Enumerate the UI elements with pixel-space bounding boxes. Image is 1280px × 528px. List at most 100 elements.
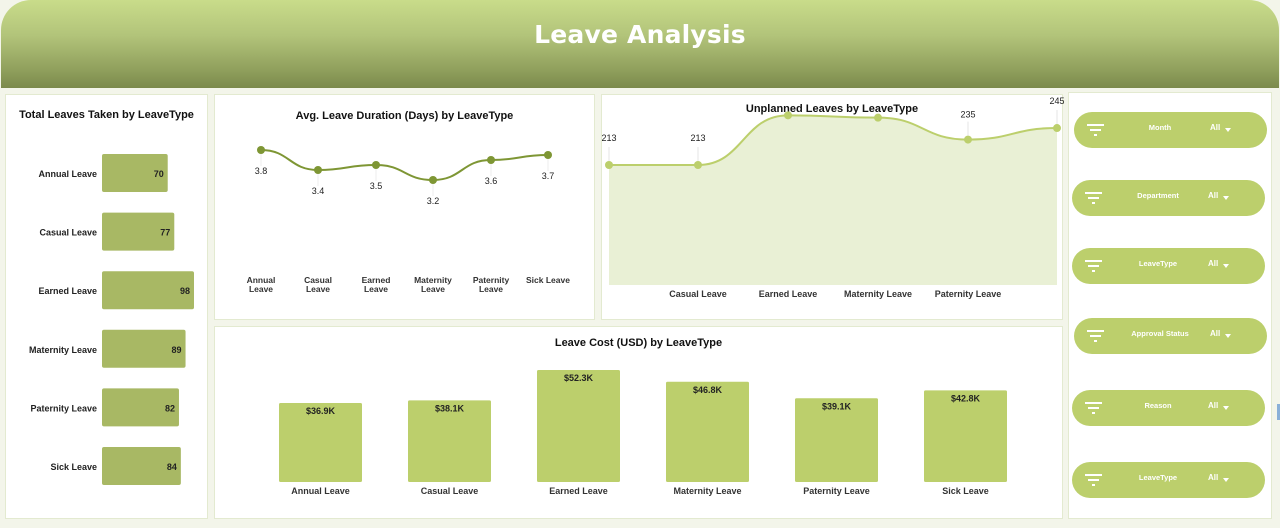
bar[interactable]	[408, 400, 491, 482]
value-label: 89	[172, 345, 182, 355]
category-label: Casual Leave	[39, 228, 97, 238]
filter-icon	[1085, 402, 1102, 414]
bar[interactable]	[102, 329, 186, 368]
panel-title: Leave Cost (USD) by LeaveType	[554, 337, 723, 349]
data-point[interactable]	[314, 166, 322, 174]
data-point[interactable]	[874, 113, 882, 122]
slicer-value[interactable]: All	[1208, 191, 1219, 200]
value-label: 3.7	[542, 171, 555, 181]
value-label: 213	[602, 133, 617, 143]
chevron-down-icon[interactable]	[1223, 196, 1229, 200]
slicer-value[interactable]: All	[1208, 473, 1219, 482]
filter-panel: Month All Department All LeaveType All Approva…	[1068, 92, 1272, 519]
slicer-value[interactable]: All	[1210, 329, 1221, 338]
value-label: $52.3K	[564, 373, 594, 383]
chevron-down-icon[interactable]	[1223, 406, 1229, 410]
x-tick-label: Sick Leave	[526, 275, 570, 285]
data-point[interactable]	[372, 161, 380, 169]
value-label: 213	[690, 133, 705, 143]
x-tick-label: Paternity Leave	[803, 486, 870, 496]
x-tick-label: Earned Leave	[549, 486, 608, 496]
value-label: $39.1K	[822, 401, 852, 411]
avg-duration-chart: 3.8AnnualLeave3.4CasualLeave3.5EarnedLea…	[247, 146, 570, 294]
value-label: 98	[180, 286, 190, 296]
value-label: 3.6	[485, 176, 498, 186]
x-tick-label: Paternity Leave	[935, 289, 1002, 299]
bar[interactable]	[102, 212, 175, 251]
slicer-label: Approval Status	[1131, 329, 1189, 338]
slicer-label: Reason	[1144, 401, 1172, 410]
value-label: 3.2	[427, 196, 440, 206]
slicer-month[interactable]: Month All	[1074, 112, 1267, 148]
category-label: Annual Leave	[38, 169, 97, 179]
bar[interactable]	[102, 447, 181, 485]
x-tick-label: Casual	[304, 275, 332, 285]
data-point[interactable]	[694, 161, 702, 169]
dashboard-header: Leave Analysis	[1, 0, 1279, 88]
value-label: 70	[154, 169, 164, 179]
slicer-value[interactable]: All	[1208, 401, 1219, 410]
bar[interactable]	[924, 390, 1007, 482]
data-point[interactable]	[429, 176, 437, 184]
bar[interactable]	[666, 381, 749, 482]
bar[interactable]	[537, 370, 620, 482]
x-tick-label: Earned Leave	[759, 289, 818, 299]
bar[interactable]	[102, 388, 179, 427]
data-point[interactable]	[544, 151, 552, 159]
slicer-leavetype[interactable]: LeaveType All	[1072, 248, 1265, 284]
chevron-down-icon[interactable]	[1223, 264, 1229, 268]
chevron-down-icon[interactable]	[1225, 334, 1231, 338]
x-tick-label: Casual Leave	[669, 289, 727, 299]
slicer-label: LeaveType	[1138, 259, 1178, 268]
slicer-department[interactable]: Department All	[1072, 180, 1265, 216]
value-label: $46.8K	[693, 385, 723, 395]
value-label: $42.8K	[951, 393, 981, 403]
slicer-value[interactable]: All	[1210, 123, 1221, 132]
bar[interactable]	[795, 398, 878, 482]
total-leaves-chart: Annual Leave 70 Casual Leave 77 Earned Leave…	[29, 154, 194, 485]
panel-title: Avg. Leave Duration (Days) by LeaveType	[295, 110, 514, 122]
x-tick-label: Maternity Leave	[844, 289, 912, 299]
x-tick-label: Paternity	[473, 275, 510, 285]
x-tick-label: Annual Leave	[291, 486, 350, 496]
x-tick-label: Leave	[479, 284, 503, 294]
total-leaves-panel: Total Leaves Taken by LeaveType Annual L…	[5, 94, 208, 519]
data-point[interactable]	[1053, 124, 1061, 133]
slicer-approval-status[interactable]: Approval Status All	[1074, 318, 1267, 354]
x-tick-label: Sick Leave	[942, 486, 989, 496]
data-point[interactable]	[784, 111, 792, 120]
x-tick-label: Maternity	[414, 275, 452, 285]
filter-icon	[1085, 260, 1102, 272]
x-tick-label: Annual	[247, 275, 276, 285]
filter-icon	[1085, 192, 1102, 204]
bar[interactable]	[279, 402, 362, 482]
leave-cost-chart: $36.9K Annual Leave $38.1K Casual Leave $52.…	[279, 370, 1007, 496]
scrollbar-thumb[interactable]	[1277, 404, 1280, 420]
category-label: Earned Leave	[38, 286, 97, 296]
chevron-down-icon[interactable]	[1225, 128, 1231, 132]
slicer-value[interactable]: All	[1208, 259, 1219, 268]
slicer-label: Department	[1137, 191, 1179, 200]
value-label: 3.5	[370, 181, 383, 191]
x-tick-label: Maternity Leave	[673, 486, 741, 496]
chevron-down-icon[interactable]	[1223, 478, 1229, 482]
x-tick-label: Leave	[306, 284, 330, 294]
slicer-label: Month	[1148, 123, 1172, 132]
bar[interactable]	[102, 154, 168, 192]
bar[interactable]	[102, 271, 194, 310]
data-point[interactable]	[605, 161, 613, 169]
line-series	[260, 149, 549, 182]
value-label: 3.8	[255, 166, 268, 176]
data-point[interactable]	[964, 135, 972, 144]
value-label: 77	[160, 228, 170, 238]
slicer-reason[interactable]: Reason All	[1072, 390, 1265, 426]
x-tick-label: Leave	[364, 284, 388, 294]
slicer-leavetype[interactable]: LeaveType All	[1072, 462, 1265, 498]
panel-title: Total Leaves Taken by LeaveType	[19, 109, 194, 121]
x-tick-label: Casual Leave	[421, 486, 479, 496]
category-label: Paternity Leave	[30, 403, 97, 413]
data-point[interactable]	[487, 156, 495, 164]
value-label: 3.4	[312, 186, 325, 196]
filter-icon	[1087, 330, 1104, 342]
data-point[interactable]	[257, 146, 265, 154]
